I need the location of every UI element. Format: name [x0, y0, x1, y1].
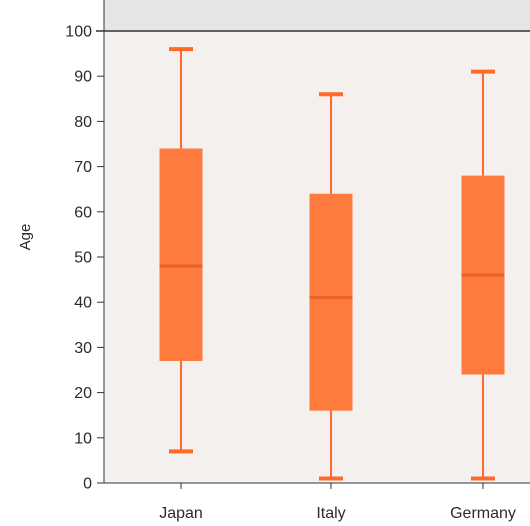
y-tick-label: 100: [65, 24, 92, 41]
y-tick-label: 60: [74, 204, 92, 221]
y-tick-label: 10: [74, 430, 92, 447]
y-tick-label: 50: [74, 250, 92, 267]
x-tick-label: Japan: [159, 505, 203, 522]
plot-top-band: [104, 0, 530, 31]
y-ticks-group: 0 10 20 30 40 50 60 70 80 90 100: [65, 24, 104, 493]
x-tick-label: Germany: [450, 505, 516, 522]
box-italy: [309, 92, 353, 481]
y-axis-label: Age: [17, 224, 34, 251]
iqr-box: [159, 148, 203, 361]
y-tick-label: 30: [74, 340, 92, 357]
box-japan: [159, 47, 203, 454]
y-tick-label: 90: [74, 69, 92, 86]
box-germany: [461, 69, 505, 481]
boxes-group: [159, 47, 505, 481]
y-tick-label: 40: [74, 295, 92, 312]
iqr-box: [309, 193, 353, 411]
y-tick-label: 20: [74, 385, 92, 402]
x-ticks-group: Japan Italy Germany: [159, 483, 516, 522]
y-tick-label: 80: [74, 114, 92, 131]
y-tick-label: 70: [74, 159, 92, 176]
y-tick-label: 0: [83, 476, 92, 493]
x-tick-label: Italy: [316, 505, 345, 522]
